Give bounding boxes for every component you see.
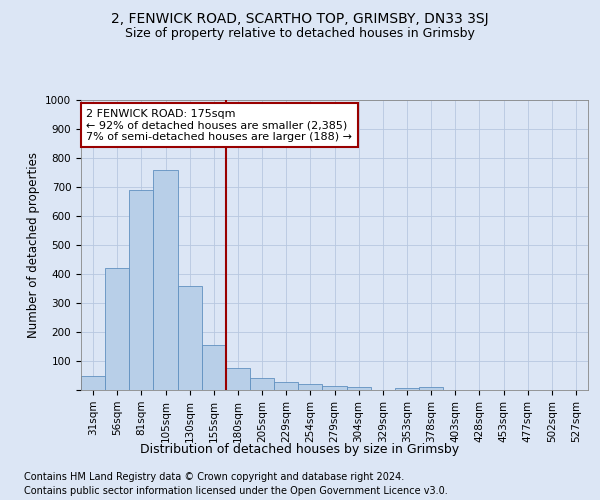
Bar: [322, 386, 347, 390]
Bar: [105, 268, 129, 390]
Bar: [347, 387, 371, 390]
Bar: [298, 384, 322, 390]
Text: Size of property relative to detached houses in Grimsby: Size of property relative to detached ho…: [125, 28, 475, 40]
Bar: [202, 345, 226, 390]
Bar: [226, 368, 250, 390]
Bar: [250, 378, 274, 390]
Y-axis label: Number of detached properties: Number of detached properties: [26, 152, 40, 338]
Bar: [81, 376, 105, 390]
Text: Distribution of detached houses by size in Grimsby: Distribution of detached houses by size …: [140, 442, 460, 456]
Bar: [274, 382, 298, 390]
Bar: [178, 286, 202, 390]
Text: Contains HM Land Registry data © Crown copyright and database right 2024.: Contains HM Land Registry data © Crown c…: [24, 472, 404, 482]
Bar: [395, 388, 419, 390]
Text: Contains public sector information licensed under the Open Government Licence v3: Contains public sector information licen…: [24, 486, 448, 496]
Text: 2, FENWICK ROAD, SCARTHO TOP, GRIMSBY, DN33 3SJ: 2, FENWICK ROAD, SCARTHO TOP, GRIMSBY, D…: [111, 12, 489, 26]
Text: 2 FENWICK ROAD: 175sqm
← 92% of detached houses are smaller (2,385)
7% of semi-d: 2 FENWICK ROAD: 175sqm ← 92% of detached…: [86, 108, 352, 142]
Bar: [129, 190, 154, 390]
Bar: [154, 170, 178, 390]
Bar: [419, 387, 443, 390]
